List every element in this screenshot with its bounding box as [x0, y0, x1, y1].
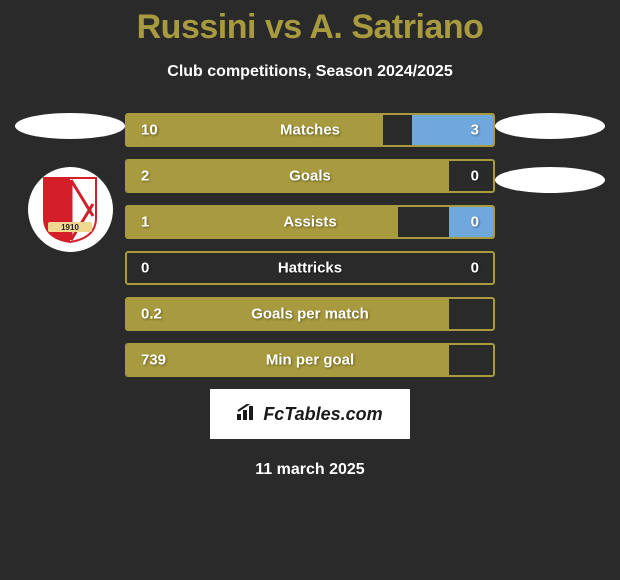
stat-left-value: 2	[141, 168, 149, 185]
left-player-column: 1910	[5, 113, 135, 252]
bar-spacer	[398, 207, 449, 237]
stat-bar: 0 Hattricks 0	[125, 251, 495, 285]
svg-text:1910: 1910	[61, 223, 79, 232]
bar-left-fill	[127, 161, 449, 191]
club-logo-left: 1910	[28, 167, 113, 252]
bar-right-fill	[412, 115, 493, 145]
bar-spacer	[449, 345, 493, 375]
stat-label: Min per goal	[266, 352, 354, 369]
stat-bar: 739 Min per goal	[125, 343, 495, 377]
comparison-card: Russini vs A. Satriano Club competitions…	[0, 0, 620, 580]
stat-bar: 1 Assists 0	[125, 205, 495, 239]
chart-icon	[237, 404, 259, 425]
stat-left-value: 0.2	[141, 306, 162, 323]
stat-left-value: 1	[141, 214, 149, 231]
stat-bar: 2 Goals 0	[125, 159, 495, 193]
content-area: 1910 10 Matches 3 2 Goals 0 1 Assists 0 0 Hattrick…	[0, 113, 620, 377]
stat-label: Matches	[280, 122, 340, 139]
stat-label: Goals	[289, 168, 331, 185]
bar-spacer	[449, 299, 493, 329]
stat-label: Goals per match	[251, 306, 369, 323]
stat-left-value: 10	[141, 122, 158, 139]
bar-left-fill	[127, 115, 383, 145]
stat-bars: 10 Matches 3 2 Goals 0 1 Assists 0 0 Hattricks 0 0.2…	[125, 113, 495, 377]
bar-spacer	[383, 115, 412, 145]
club-logo-placeholder-right	[495, 167, 605, 193]
stat-right-value: 3	[471, 122, 479, 139]
stat-bar: 0.2 Goals per match	[125, 297, 495, 331]
stat-right-value: 0	[471, 168, 479, 185]
site-banner: FcTables.com	[210, 389, 410, 439]
player-photo-placeholder-left	[15, 113, 125, 139]
page-title: Russini vs A. Satriano	[0, 0, 620, 47]
stat-bar: 10 Matches 3	[125, 113, 495, 147]
player-photo-placeholder-right	[495, 113, 605, 139]
shield-icon: 1910	[42, 176, 98, 244]
date-line: 11 march 2025	[0, 461, 620, 479]
bar-left-fill	[127, 207, 398, 237]
right-player-column	[485, 113, 615, 221]
stat-label: Assists	[283, 214, 336, 231]
stat-right-value: 0	[471, 260, 479, 277]
stat-left-value: 739	[141, 352, 166, 369]
site-name: FcTables.com	[263, 404, 382, 425]
stat-left-value: 0	[141, 260, 149, 277]
subtitle: Club competitions, Season 2024/2025	[0, 63, 620, 81]
stat-right-value: 0	[471, 214, 479, 231]
stat-label: Hattricks	[278, 260, 342, 277]
